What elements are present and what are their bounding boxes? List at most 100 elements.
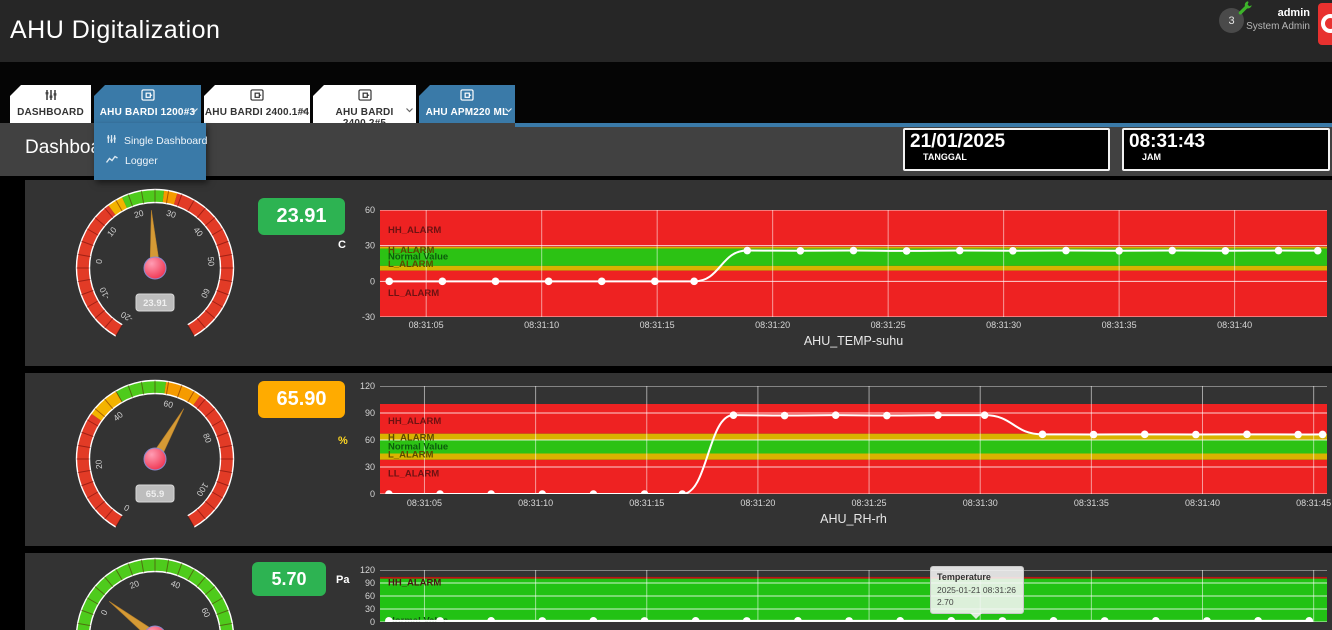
svg-text:60: 60 — [199, 287, 212, 300]
chart-tooltip: Temperature 2025-01-21 08:31:26 2.70 — [930, 566, 1024, 614]
tab-label: DASHBOARD — [10, 107, 91, 118]
menu-item-label: Logger — [125, 155, 158, 167]
chevron-down-icon[interactable] — [300, 100, 307, 118]
svg-text:L_ALARM: L_ALARM — [388, 259, 433, 270]
humidity-gauge: 02040608010065.9 — [37, 373, 267, 546]
user-role: System Admin — [1246, 21, 1310, 34]
user-block[interactable]: admin System Admin — [1246, 7, 1310, 33]
device-icon — [250, 88, 264, 105]
chevron-down-icon[interactable] — [406, 100, 413, 118]
svg-text:08:31:30: 08:31:30 — [963, 498, 998, 508]
svg-text:0: 0 — [122, 502, 131, 513]
svg-text:40: 40 — [191, 225, 205, 239]
svg-text:90: 90 — [365, 578, 375, 588]
svg-text:08:31:25: 08:31:25 — [852, 498, 887, 508]
avatar[interactable] — [1318, 3, 1332, 45]
app-title: AHU Digitalization — [10, 16, 220, 45]
svg-text:0: 0 — [370, 489, 375, 499]
svg-text:08:31:35: 08:31:35 — [1102, 320, 1137, 330]
app-header: AHU Digitalization 3 admin System Admin — [0, 0, 1332, 62]
ahu-dashboard-app: AHU Digitalization 3 admin System Admin … — [0, 0, 1332, 630]
tooltip-value: 2.70 — [937, 596, 1017, 608]
avatar-ring-icon — [1321, 14, 1332, 33]
menu-item-label: Single Dashboard — [124, 135, 207, 147]
panel-humidity: 02040608010065.9 65.90 % HH_ALARMH_ALARM… — [25, 373, 1332, 546]
svg-text:100: 100 — [194, 481, 210, 499]
tab-ahu-apm220-ml[interactable]: AHU APM220 ML — [419, 85, 515, 123]
svg-text:60: 60 — [199, 606, 212, 619]
svg-text:-20: -20 — [119, 309, 135, 324]
svg-text:60: 60 — [365, 591, 375, 601]
tooltip-series-name: Temperature — [937, 571, 1017, 584]
svg-text:08:31:45: 08:31:45 — [1296, 498, 1331, 508]
svg-text:L_ALARM: L_ALARM — [388, 449, 433, 460]
tab-ahu-bardi-2400-1-4[interactable]: AHU BARDI 2400.1#4 — [204, 85, 310, 123]
badge-value: 5.70 — [271, 569, 306, 590]
svg-text:08:31:20: 08:31:20 — [755, 320, 790, 330]
value-badge: 5.70 — [252, 562, 326, 596]
tab-label: AHU APM220 ML — [419, 107, 515, 118]
active-tab-strip — [515, 123, 1332, 127]
unit-label: % — [338, 435, 348, 447]
svg-text:08:31:15: 08:31:15 — [629, 498, 664, 508]
tooltip-datetime: 2025-01-21 08:31:26 — [937, 584, 1017, 596]
svg-text:20: 20 — [93, 459, 104, 470]
panel-temperature: -20-10010203040506023.91 23.91 C HH_ALAR… — [25, 180, 1332, 366]
svg-text:08:31:15: 08:31:15 — [640, 320, 675, 330]
svg-text:08:31:10: 08:31:10 — [524, 320, 559, 330]
time-label: JAM — [1142, 152, 1328, 162]
svg-text:60: 60 — [163, 398, 175, 410]
unit-label: Pa — [336, 574, 349, 586]
notification-count: 3 — [1228, 15, 1234, 27]
svg-text:HH_ALARM: HH_ALARM — [388, 416, 441, 427]
pressure-gauge: -200204060801005.7 — [37, 553, 267, 630]
svg-text:20: 20 — [128, 578, 141, 591]
tab-label: AHU BARDI 2400.1#4 — [204, 107, 310, 118]
tab-label: AHU BARDI 1200#3 — [94, 107, 201, 118]
svg-text:30: 30 — [365, 604, 375, 614]
svg-text:120: 120 — [360, 381, 375, 391]
svg-text:0: 0 — [99, 608, 110, 617]
pressure-chart[interactable]: HH_ALARMNormal Value1209060300 — [355, 553, 1332, 630]
svg-text:LL_ALARM: LL_ALARM — [388, 468, 439, 479]
svg-text:08:31:10: 08:31:10 — [518, 498, 553, 508]
svg-text:08:31:05: 08:31:05 — [407, 498, 442, 508]
tab-ahu-bardi-1200-3[interactable]: AHU BARDI 1200#3 — [94, 85, 201, 123]
menu-item-logger[interactable]: Logger — [94, 151, 206, 171]
date-label: TANGGAL — [923, 152, 1108, 162]
device-icon — [460, 88, 474, 105]
svg-text:08:31:40: 08:31:40 — [1185, 498, 1220, 508]
svg-text:80: 80 — [201, 432, 214, 445]
tab-ahu-bardi-2400-2-5[interactable]: AHU BARDI 2400.2#5 — [313, 85, 416, 123]
svg-text:HH_ALARM: HH_ALARM — [388, 578, 441, 589]
temperature-chart[interactable]: HH_ALARMH_ALARMNormal ValueL_ALARMLL_ALA… — [355, 180, 1332, 366]
line-chart-icon — [106, 155, 118, 167]
svg-text:0: 0 — [370, 276, 375, 286]
svg-text:08:31:40: 08:31:40 — [1217, 320, 1252, 330]
badge-value: 23.91 — [276, 205, 326, 228]
humidity-chart[interactable]: HH_ALARMH_ALARMNormal ValueL_ALARMLL_ALA… — [355, 373, 1332, 546]
svg-text:30: 30 — [365, 462, 375, 472]
chevron-down-icon[interactable] — [191, 100, 198, 118]
tab-dropdown-menu: Single Dashboard Logger — [94, 123, 206, 180]
tab-bar: DASHBOARD AHU BARDI 1200#3 AHU BARDI 240… — [0, 62, 1332, 123]
value-badge: 23.91 — [258, 198, 345, 235]
svg-text:30: 30 — [165, 208, 177, 220]
svg-text:60: 60 — [365, 205, 375, 215]
svg-text:08:31:25: 08:31:25 — [871, 320, 906, 330]
svg-text:0: 0 — [370, 617, 375, 627]
svg-text:-10: -10 — [97, 285, 112, 301]
svg-text:08:31:35: 08:31:35 — [1074, 498, 1109, 508]
time-box: 08:31:43 JAM — [1122, 128, 1330, 171]
tab-dashboard[interactable]: DASHBOARD — [10, 85, 91, 123]
menu-item-single-dashboard[interactable]: Single Dashboard — [94, 130, 206, 151]
svg-text:08:31:20: 08:31:20 — [740, 498, 775, 508]
svg-text:30: 30 — [365, 241, 375, 251]
device-icon — [141, 88, 155, 105]
svg-text:40: 40 — [111, 409, 125, 423]
chevron-down-icon[interactable] — [505, 100, 512, 118]
badge-value: 65.90 — [276, 388, 326, 411]
equalizer-icon — [44, 88, 58, 105]
svg-text:20: 20 — [133, 208, 145, 220]
svg-text:40: 40 — [169, 578, 182, 591]
